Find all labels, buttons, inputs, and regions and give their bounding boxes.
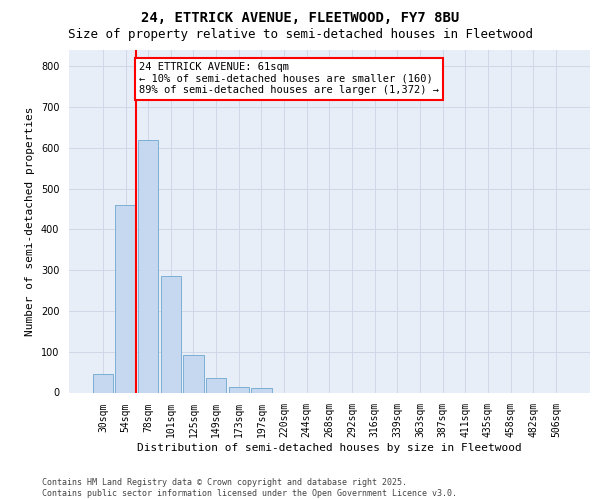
Bar [161, 276, 181, 392]
Bar [229, 387, 249, 392]
Text: Contains HM Land Registry data © Crown copyright and database right 2025.
Contai: Contains HM Land Registry data © Crown c… [42, 478, 457, 498]
Y-axis label: Number of semi-detached properties: Number of semi-detached properties [25, 106, 35, 336]
Text: 24 ETTRICK AVENUE: 61sqm
← 10% of semi-detached houses are smaller (160)
89% of : 24 ETTRICK AVENUE: 61sqm ← 10% of semi-d… [139, 62, 439, 96]
Text: Size of property relative to semi-detached houses in Fleetwood: Size of property relative to semi-detach… [67, 28, 533, 41]
Bar [206, 378, 226, 392]
Bar [138, 140, 158, 392]
X-axis label: Distribution of semi-detached houses by size in Fleetwood: Distribution of semi-detached houses by … [137, 443, 522, 453]
Text: 24, ETTRICK AVENUE, FLEETWOOD, FY7 8BU: 24, ETTRICK AVENUE, FLEETWOOD, FY7 8BU [141, 11, 459, 25]
Bar [115, 205, 136, 392]
Bar [183, 354, 203, 393]
Bar [92, 374, 113, 392]
Bar [251, 388, 272, 392]
